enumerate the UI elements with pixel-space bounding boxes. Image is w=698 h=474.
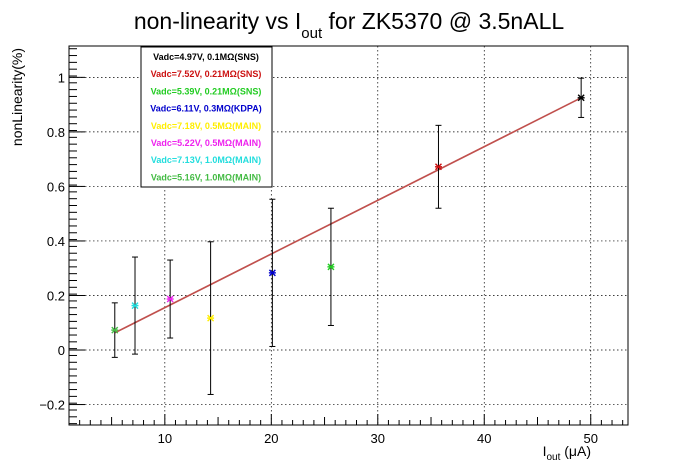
chart-title-rest: for ZK5370 @ 3.5nALL (322, 8, 564, 34)
legend-entry: Vadc=5.39V, 0.21MΩ(SNS) (151, 86, 262, 96)
axis-ticks: 10 20 30 40 50 −0.2 0 0.2 0.4 0.6 0.8 1 (39, 48, 624, 446)
data-point (207, 241, 215, 395)
x-tick-label: 10 (158, 431, 172, 446)
data-point (434, 124, 442, 209)
data-point (111, 302, 119, 358)
data-point (166, 259, 174, 339)
x-axis-label-rest: (μA) (560, 443, 591, 459)
x-axis-label-subscript: out (546, 452, 560, 463)
fit-line (114, 97, 582, 334)
legend-entry: Vadc=5.16V, 1.0MΩ(MAIN) (151, 172, 261, 182)
x-tick-label: 20 (264, 431, 278, 446)
legend-entry: Vadc=7.52V, 0.21MΩ(SNS) (151, 69, 262, 79)
x-tick-label: 40 (477, 431, 491, 446)
x-tick-label: 50 (583, 431, 597, 446)
legend: Vadc=4.97V, 0.1MΩ(SNS) Vadc=7.52V, 0.21MΩ… (140, 46, 273, 188)
legend-entry: Vadc=7.18V, 0.5MΩ(MAIN) (151, 121, 261, 131)
fit-line-group (114, 97, 582, 334)
x-tick-label: 30 (371, 431, 385, 446)
y-tick-label: 0.8 (47, 125, 65, 140)
legend-entries: Vadc=4.97V, 0.1MΩ(SNS) Vadc=7.52V, 0.21MΩ… (150, 52, 262, 182)
y-tick-label: 0 (58, 343, 65, 358)
x-axis-label: Iout (μA) (543, 443, 591, 463)
y-tick-label: 0.4 (47, 234, 65, 249)
y-tick-label: 1 (58, 70, 65, 85)
x-axis-label-main: I (543, 443, 547, 459)
chart-title-subscript: out (301, 25, 323, 42)
legend-entry: Vadc=4.97V, 0.1MΩ(SNS) (153, 52, 259, 62)
y-axis-label: nonLinearity(%) (9, 48, 25, 146)
legend-entry: Vadc=5.22V, 0.5MΩ(MAIN) (151, 138, 261, 148)
y-tick-label: 0.6 (47, 179, 65, 194)
data-points (111, 77, 585, 395)
legend-entry: Vadc=6.11V, 0.3MΩ(KDPA) (150, 104, 262, 114)
y-tick-label: −0.2 (39, 398, 65, 413)
chart-title-main: non-linearity vs I (134, 8, 301, 34)
data-point (131, 256, 139, 355)
plot-frame (68, 45, 629, 426)
data-point (327, 207, 335, 326)
chart-title: non-linearity vs Iout for ZK5370 @ 3.5nA… (134, 8, 565, 42)
y-tick-label: 0.2 (47, 288, 65, 303)
legend-box (140, 46, 273, 188)
data-point (268, 198, 276, 347)
legend-entry: Vadc=7.13V, 1.0MΩ(MAIN) (151, 155, 261, 165)
data-point (577, 77, 585, 118)
